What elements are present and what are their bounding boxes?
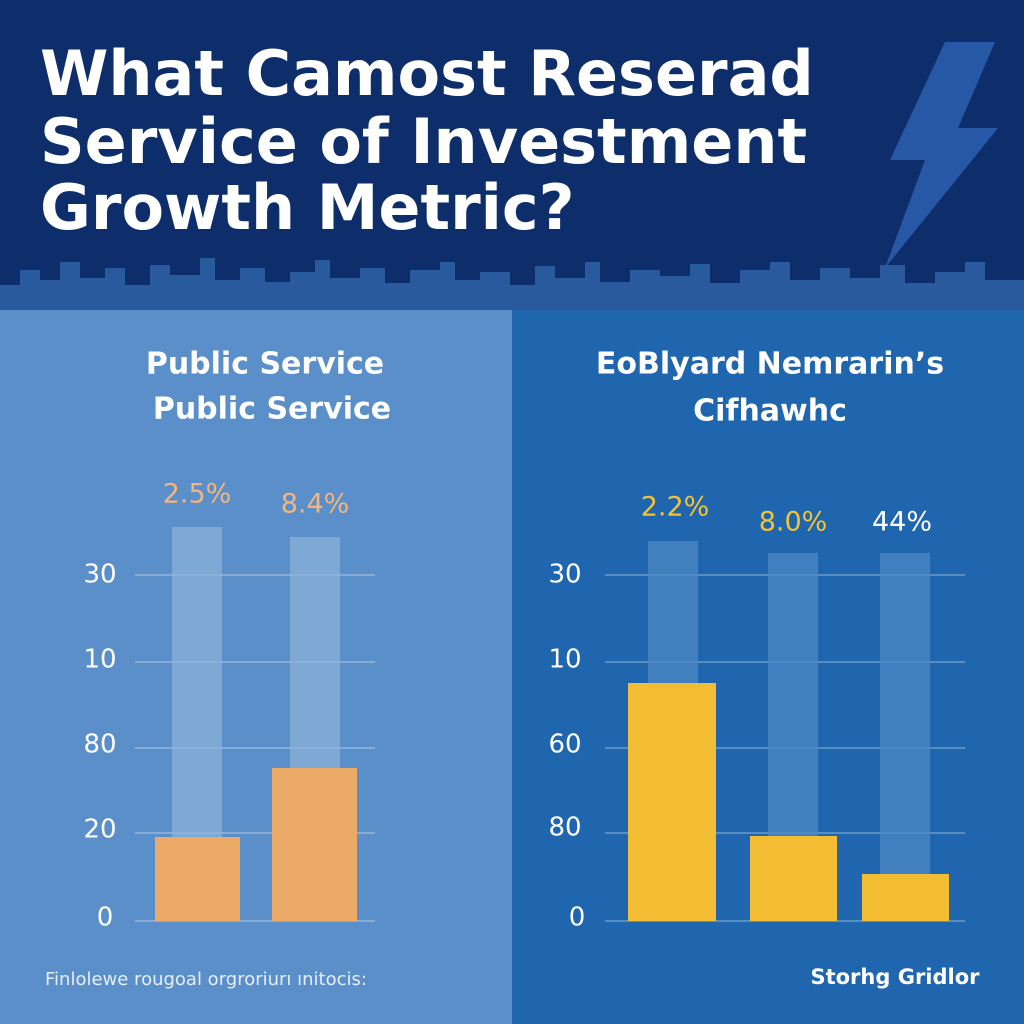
bar-label: 8.0% xyxy=(759,507,828,538)
axis-label: 0 xyxy=(569,903,586,933)
axis-label: 30 xyxy=(83,560,116,590)
bar-label: 44% xyxy=(872,507,932,538)
bar xyxy=(155,837,240,921)
axis-label: 20 xyxy=(83,815,116,845)
bar xyxy=(862,874,949,921)
lightning-icon xyxy=(885,42,998,268)
header-band xyxy=(0,0,1024,320)
bar xyxy=(628,683,716,921)
bar xyxy=(750,836,837,921)
bar-label: 8.4% xyxy=(281,489,350,520)
bar-label: 2.5% xyxy=(163,479,232,510)
bar-label: 2.2% xyxy=(641,492,710,523)
title-line: Service of Investment xyxy=(40,105,807,178)
skyline xyxy=(0,258,1024,310)
title-line: Growth Metric? xyxy=(40,171,575,244)
axis-label: 80 xyxy=(548,813,581,843)
left-panel xyxy=(0,310,512,1024)
panel-title: Cifhawhc xyxy=(693,394,847,429)
panel-title: Public Service xyxy=(153,392,391,427)
footer-brand: Storhg Gridlor xyxy=(810,965,980,989)
axis-label: 10 xyxy=(548,645,581,675)
axis-label: 10 xyxy=(83,645,116,675)
axis-label: 80 xyxy=(83,730,116,760)
panel-title: EoBlyard Nemrarin’s xyxy=(596,347,944,382)
bar xyxy=(272,768,357,921)
footer-note: Finlolewe rougoal orgroriurı ınitocis: xyxy=(45,969,367,990)
axis-label: 0 xyxy=(97,903,114,933)
title-line: What Camost Reserad xyxy=(40,37,814,110)
bar-track xyxy=(880,553,930,921)
axis-label: 30 xyxy=(548,560,581,590)
panel-title: Public Service xyxy=(146,347,384,382)
axis-label: 60 xyxy=(548,730,581,760)
